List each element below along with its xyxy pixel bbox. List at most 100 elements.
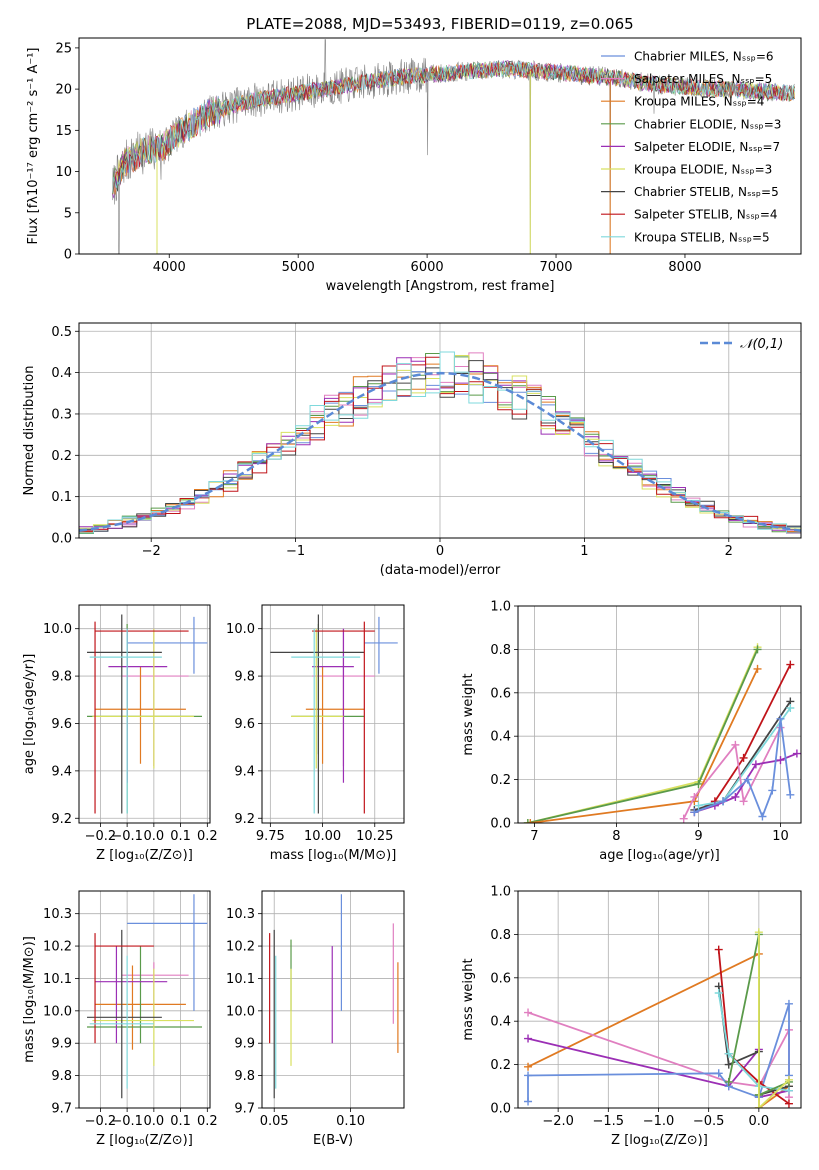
panel-spectrum: 4000 5000 6000 7000 8000 0 5 10 15 20 25 wavelength… [26, 37, 802, 294]
point-marker [526, 819, 535, 823]
axes-frame [517, 605, 802, 824]
point-salpeter_miles [121, 628, 189, 767]
x-tick-label: 1 [580, 544, 588, 559]
x-axis-label: wavelength [Angstrom, rest frame] [326, 279, 555, 294]
point-marker [743, 775, 752, 784]
x-tick-label: −0.1 [111, 829, 143, 844]
point-marker [679, 814, 688, 823]
y-tick-label: 10.2 [43, 940, 72, 955]
y-tick-label: 10.3 [43, 907, 72, 922]
x-tick-label: 5000 [282, 260, 315, 275]
y-tick-label: 10.1 [226, 972, 255, 987]
x-axis-label: Z [log₁₀(Z/Z⊙)] [96, 848, 193, 863]
gridlines [262, 891, 404, 1109]
y-tick-label: 5 [64, 206, 72, 221]
y-axis-label: age [log₁₀(age/yr)] [22, 654, 37, 775]
legend-label-gaussian: 𝒩(0,1) [740, 337, 783, 352]
x-tick-label: −1.5 [593, 1114, 625, 1129]
point-marker [524, 1008, 533, 1017]
plot-area [524, 928, 793, 1108]
panels: 4000 5000 6000 7000 80000510152025wavelength… [22, 37, 802, 1148]
y-tick-label: 0.8 [490, 643, 511, 658]
y-tick-label: 9.6 [234, 717, 255, 732]
y-tick-label: 0.8 [490, 928, 511, 943]
y-tick-label: 9.8 [234, 670, 255, 685]
y-tick-label: 0 [64, 248, 72, 263]
point-chabrier_elodie [87, 946, 202, 1044]
point-marker [784, 1075, 793, 1084]
x-tick-label: 6000 [411, 260, 444, 275]
x-tick-label: 8000 [668, 260, 701, 275]
point-chabrier_miles [364, 616, 398, 674]
x-tick-label: −0.5 [693, 1114, 725, 1129]
y-tick-label: 10.3 [226, 907, 255, 922]
axes-frame [78, 322, 802, 539]
y-tick-label: 0.6 [490, 686, 511, 701]
x-tick-label: 10.00 [304, 829, 341, 844]
y-tick-label: 9.6 [51, 717, 72, 732]
legend-label-kroupa_miles: Kroupa MILES, Nₛₛₚ=4 [634, 95, 764, 109]
plot-area [87, 894, 208, 1099]
y-tick-label: 9.9 [234, 1037, 255, 1052]
point-marker [758, 812, 767, 821]
series-salpeter_miles [679, 723, 785, 823]
x-tick-label: 0.2 [197, 1114, 218, 1129]
y-axis-label: Normed distribution [22, 366, 37, 496]
figure-title: PLATE=2088, MJD=53493, FIBERID=0119, z=0… [246, 15, 633, 33]
gaussian-curve [79, 371, 801, 533]
y-tick-label: 9.7 [234, 1102, 255, 1117]
series-chabrier_miles [524, 999, 793, 1106]
legend-label-salpeter_miles: Salpeter MILES, Nₛₛₚ=5 [634, 72, 772, 86]
point-marker [690, 808, 699, 817]
y-tick-label: 10 [55, 165, 72, 180]
point-marker [754, 1104, 763, 1108]
point-kroupa_elodie [92, 628, 194, 769]
y-axis-label: Flux [fλ10⁻¹⁷ erg cm⁻² s⁻¹ A⁻¹] [26, 48, 41, 245]
legend-label-kroupa_stelib: Kroupa STELIB, Nₛₛₚ=5 [634, 230, 770, 244]
point-marker [739, 797, 748, 806]
y-axis-label: mass weight [461, 958, 476, 1040]
point-marker [751, 760, 760, 769]
x-tick-label: −0.2 [85, 829, 117, 844]
series-kroupa_stelib [714, 988, 793, 1095]
x-tick-label: 10 [772, 829, 789, 844]
y-tick-label: 9.7 [51, 1102, 72, 1117]
point-marker [524, 1034, 533, 1043]
point-marker [784, 999, 793, 1008]
y-tick-label: 0.4 [51, 366, 72, 381]
x-tick-label: 0.1 [170, 1114, 191, 1129]
legend-label-chabrier_miles: Chabrier MILES, Nₛₛₚ=6 [634, 50, 774, 64]
point-marker [786, 790, 795, 799]
plot-area [87, 614, 208, 814]
panel-age-vs-mass: 9.75 10.00 10.25 9.2 9.4 9.6 9.8 10.0 mass [log₁… [226, 604, 405, 863]
x-tick-label: 9 [694, 829, 702, 844]
point-marker [714, 988, 723, 997]
x-axis-label: age [log₁₀(age/yr)] [599, 848, 720, 863]
point-marker [786, 660, 795, 669]
y-tick-label: 9.2 [234, 812, 255, 827]
point-marker [724, 1077, 733, 1086]
panel-age-vs-Z: −0.2−0.1 0.0 0.1 0.2 9.2 9.4 9.6 9.8 10.0 Z [log₁… [22, 604, 218, 863]
x-tick-label: 0.2 [197, 829, 218, 844]
point-marker [694, 779, 703, 788]
legend-label-chabrier_elodie: Chabrier ELODIE, Nₛₛₚ=3 [634, 117, 781, 131]
plot-area [112, 39, 795, 254]
point-chabrier_elodie [291, 623, 365, 755]
series-kroupa_miles [526, 664, 762, 823]
gridlines [79, 605, 210, 823]
x-tick-label: 7000 [539, 260, 572, 275]
point-marker [784, 1086, 793, 1095]
x-tick-label: 10.25 [356, 829, 393, 844]
y-axis-label: mass [log₁₀(M/M⊙)] [22, 936, 37, 1063]
y-tick-label: 9.9 [51, 1037, 72, 1052]
point-kroupa_stelib [89, 955, 154, 1089]
point-marker [786, 703, 795, 712]
plot-area [270, 614, 398, 814]
panel-weight-vs-Z: −2.0 −1.5 −1.0 −0.5 0.0 0.0 0.2 0.4 0.6 0.8 1.0 Z [… [461, 885, 802, 1148]
x-tick-label: −0.2 [85, 1114, 117, 1129]
x-tick-label: −1.0 [643, 1114, 675, 1129]
y-tick-label: 9.2 [51, 812, 72, 827]
gridlines [262, 605, 404, 823]
y-tick-label: 9.8 [51, 670, 72, 685]
x-tick-label: 0.1 [170, 829, 191, 844]
